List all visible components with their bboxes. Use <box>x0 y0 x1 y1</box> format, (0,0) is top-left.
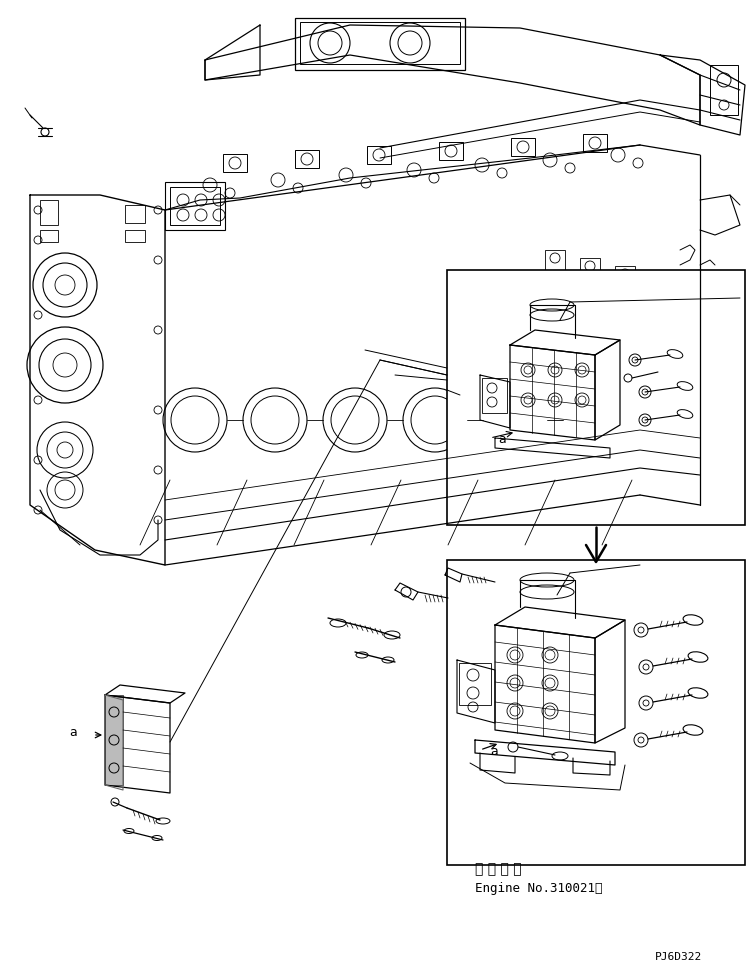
Bar <box>295 18 465 70</box>
Bar <box>295 150 319 168</box>
Bar <box>482 378 507 413</box>
Bar <box>125 205 145 223</box>
Bar <box>459 663 491 705</box>
Bar <box>170 187 220 225</box>
Bar <box>165 182 225 230</box>
Bar <box>40 230 58 242</box>
Bar <box>439 142 463 160</box>
Text: PJ6D322: PJ6D322 <box>655 952 702 962</box>
Bar <box>105 695 123 785</box>
Bar <box>40 200 58 225</box>
Bar <box>545 250 565 272</box>
Bar <box>583 134 607 152</box>
Bar <box>511 138 535 156</box>
Text: 適 用 号 機: 適 用 号 機 <box>475 862 521 876</box>
Bar <box>447 270 745 525</box>
Bar <box>300 22 460 64</box>
Bar <box>125 230 145 242</box>
Bar <box>223 154 247 172</box>
Bar <box>650 274 670 296</box>
Text: a: a <box>490 745 498 758</box>
Bar <box>447 560 745 865</box>
Bar <box>367 146 391 164</box>
Bar <box>710 65 738 115</box>
Text: Engine No.310021～: Engine No.310021～ <box>475 882 602 895</box>
Bar <box>615 266 635 288</box>
Text: a: a <box>498 433 506 446</box>
Text: a: a <box>69 725 77 739</box>
Bar <box>580 258 600 280</box>
